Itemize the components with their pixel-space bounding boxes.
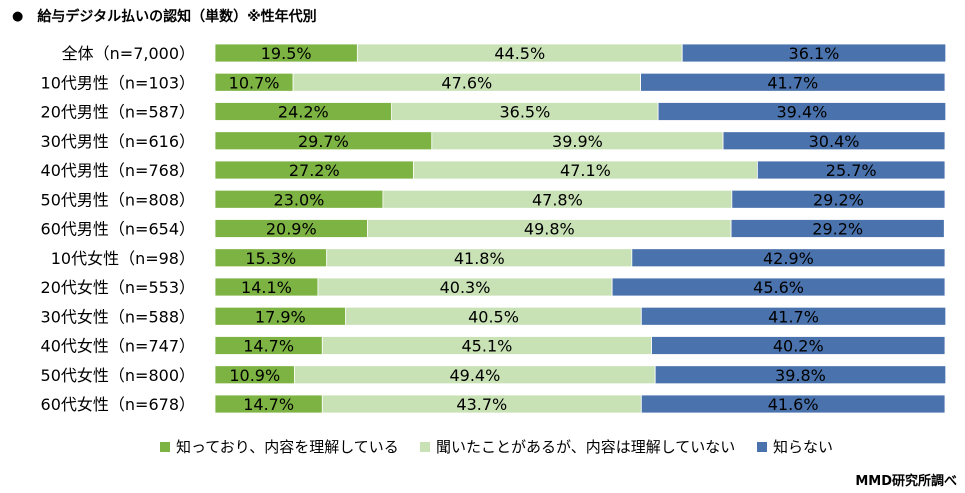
data-label: 25.7% [826, 161, 877, 180]
category-label: 全体（n=7,000） [62, 44, 195, 63]
chart-title: 給与デジタル払いの認知（単数）※性年代別 [37, 9, 317, 25]
bar-segment-unknown [640, 72, 946, 92]
data-label: 43.7% [456, 395, 507, 414]
data-label: 47.1% [560, 161, 611, 180]
legend-entry: 聞いたことがあるが、内容は理解していない [436, 438, 735, 456]
bar-segment-unknown [730, 219, 945, 238]
data-label: 45.1% [462, 337, 513, 356]
data-label: 17.9% [255, 307, 306, 326]
bar-segment-unknown [681, 43, 947, 63]
category-label: 50代女性（n=800） [41, 366, 195, 385]
bar-segment-unknown [654, 365, 947, 385]
data-label: 40.5% [468, 307, 519, 326]
data-label: 14.7% [243, 395, 294, 414]
data-label: 29.2% [812, 220, 863, 239]
data-label: 15.3% [245, 249, 296, 268]
legend-swatch-unknown [757, 442, 767, 452]
category-label: 30代男性（n=616） [41, 132, 195, 151]
data-label: 10.9% [229, 366, 280, 385]
data-label: 45.6% [753, 278, 804, 297]
data-label: 41.8% [454, 249, 505, 268]
category-label: 60代女性（n=678） [41, 395, 195, 414]
stacked-bar-chart: 全体（n=7,000） 19.5% 44.5% 36.1% 10代男性（n=103） 10… [41, 43, 947, 456]
data-label: 14.1% [241, 278, 292, 297]
category-label: 10代男性（n=103） [41, 73, 195, 92]
bar-segment-unknown [631, 248, 946, 268]
legend-swatch-heard [420, 442, 430, 452]
title-bullet-icon: ● [12, 8, 24, 24]
data-label: 27.2% [289, 161, 340, 180]
data-label: 47.6% [441, 73, 492, 92]
bar-segment-unknown [651, 336, 946, 355]
category-label: 20代女性（n=553） [41, 278, 195, 297]
legend-entry: 知っており、内容を理解している [176, 438, 399, 456]
data-label: 40.3% [440, 278, 491, 297]
data-label: 10.7% [229, 73, 280, 92]
data-label: 39.4% [777, 103, 828, 122]
category-label: 20代男性（n=587） [41, 103, 195, 122]
data-label: 24.2% [278, 103, 329, 122]
bar-segment-unknown [756, 160, 946, 180]
category-label: 30代女性（n=588） [41, 307, 195, 326]
data-label: 14.7% [243, 337, 294, 356]
source-credit: MMD研究所調べ [855, 474, 957, 489]
category-label: 60代男性（n=654） [41, 220, 195, 239]
data-label: 44.5% [494, 44, 545, 63]
data-label: 20.9% [266, 220, 317, 239]
legend-swatch-known [160, 442, 170, 452]
category-label: 50代男性（n=808） [41, 190, 195, 209]
data-label: 29.7% [298, 132, 349, 151]
legend-entry: 知らない [773, 438, 833, 456]
data-label: 49.8% [524, 220, 575, 239]
data-label: 36.1% [789, 44, 840, 63]
data-label: 39.9% [552, 132, 603, 151]
data-label: 40.2% [773, 337, 824, 356]
data-label: 42.9% [763, 249, 814, 268]
category-label: 40代男性（n=768） [41, 161, 195, 180]
data-label: 36.5% [499, 103, 550, 122]
bar-segment-unknown [640, 306, 947, 326]
data-label: 19.5% [261, 44, 312, 63]
bar-segment-unknown [731, 189, 946, 209]
data-label: 41.7% [767, 73, 818, 92]
data-label: 47.8% [532, 190, 583, 209]
chart-title-row: ● 給与デジタル払いの認知（単数）※性年代別 [12, 6, 317, 26]
data-label: 49.4% [449, 366, 500, 385]
category-label: 10代女性（n=98） [51, 249, 195, 268]
bar-segment-unknown [640, 394, 946, 414]
data-label: 41.7% [768, 307, 819, 326]
data-label: 23.0% [274, 190, 325, 209]
data-label: 29.2% [813, 190, 864, 209]
data-label: 30.4% [809, 132, 860, 151]
data-label: 41.6% [768, 395, 819, 414]
bar-segment-unknown [657, 102, 947, 121]
data-label: 39.8% [775, 366, 826, 385]
bar-segment-unknown [722, 131, 946, 151]
bar-segment-unknown [611, 277, 946, 297]
category-label: 40代女性（n=747） [41, 337, 195, 356]
